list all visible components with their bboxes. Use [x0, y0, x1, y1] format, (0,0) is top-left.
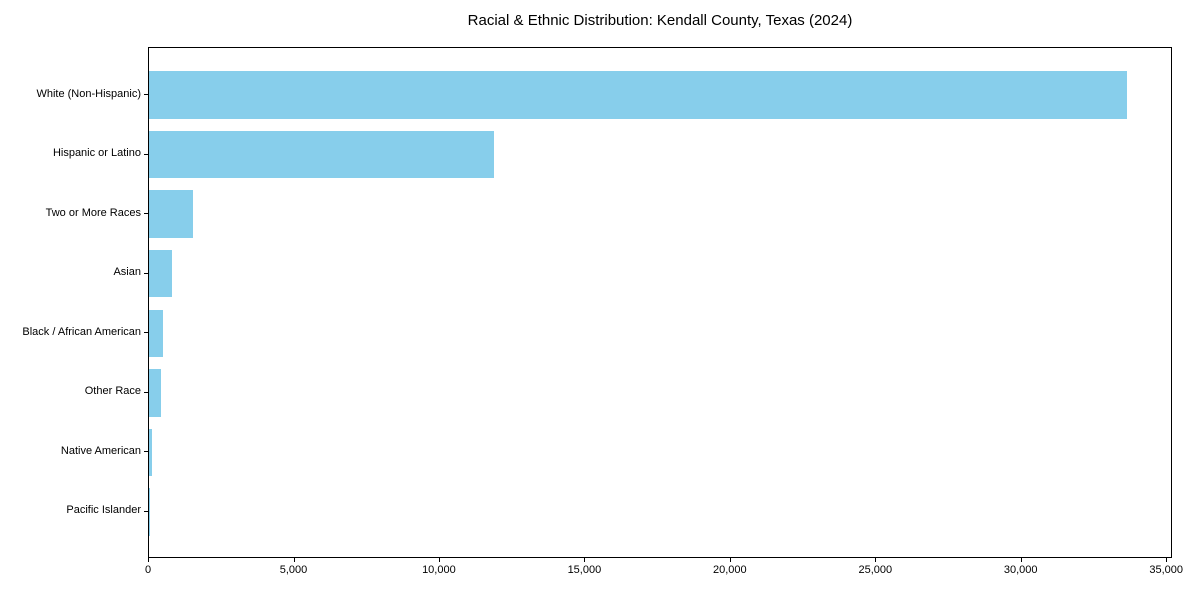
- bar-pacific-islander: [149, 488, 150, 536]
- y-label-hispanic-or-latino: Hispanic or Latino: [52, 147, 141, 160]
- y-tick: [144, 510, 148, 512]
- bar-other-race: [149, 369, 161, 417]
- x-tick: [293, 558, 295, 562]
- y-label-asian: Asian: [113, 266, 141, 279]
- bar-two-or-more-races: [149, 190, 193, 238]
- y-tick: [144, 272, 148, 274]
- x-tick: [584, 558, 586, 562]
- plot-area: [148, 47, 1172, 558]
- x-tick-label: 30,000: [1003, 564, 1038, 576]
- x-tick: [148, 558, 149, 562]
- x-tick: [875, 558, 877, 562]
- bar-white-non-hispanic: [149, 71, 1127, 119]
- y-tick: [144, 153, 148, 155]
- bar-asian: [149, 249, 173, 298]
- y-label-two-or-more-races: Two or More Races: [45, 206, 141, 219]
- y-label-pacific-islander: Pacific Islander: [66, 504, 141, 517]
- x-tick-label: 5,000: [279, 564, 308, 576]
- y-label-white-non-hispanic: White (Non-Hispanic): [36, 87, 141, 100]
- bar-hispanic-or-latino: [149, 130, 494, 179]
- y-tick: [144, 213, 148, 215]
- x-tick-label: 25,000: [858, 564, 893, 576]
- x-tick-label: 0: [144, 564, 152, 576]
- y-tick: [144, 94, 148, 96]
- y-label-black-african-american: Black / African American: [22, 325, 141, 338]
- x-tick-label: 20,000: [712, 564, 747, 576]
- y-tick: [144, 391, 148, 393]
- bar-native-american: [149, 428, 152, 477]
- y-tick: [144, 451, 148, 453]
- y-label-native-american: Native American: [60, 444, 141, 457]
- y-label-other-race: Other Race: [84, 385, 141, 398]
- x-tick: [438, 558, 440, 562]
- x-tick-label: 10,000: [422, 564, 456, 576]
- y-tick: [144, 332, 148, 334]
- x-tick-label: 15,000: [567, 564, 602, 576]
- x-tick-label: 35,000: [1149, 564, 1184, 576]
- chart-title: Racial & Ethnic Distribution: Kendall Co…: [467, 12, 853, 29]
- x-tick: [1020, 558, 1022, 562]
- x-tick: [729, 558, 731, 562]
- x-tick: [1166, 558, 1168, 562]
- bar-black-african-american: [149, 309, 163, 358]
